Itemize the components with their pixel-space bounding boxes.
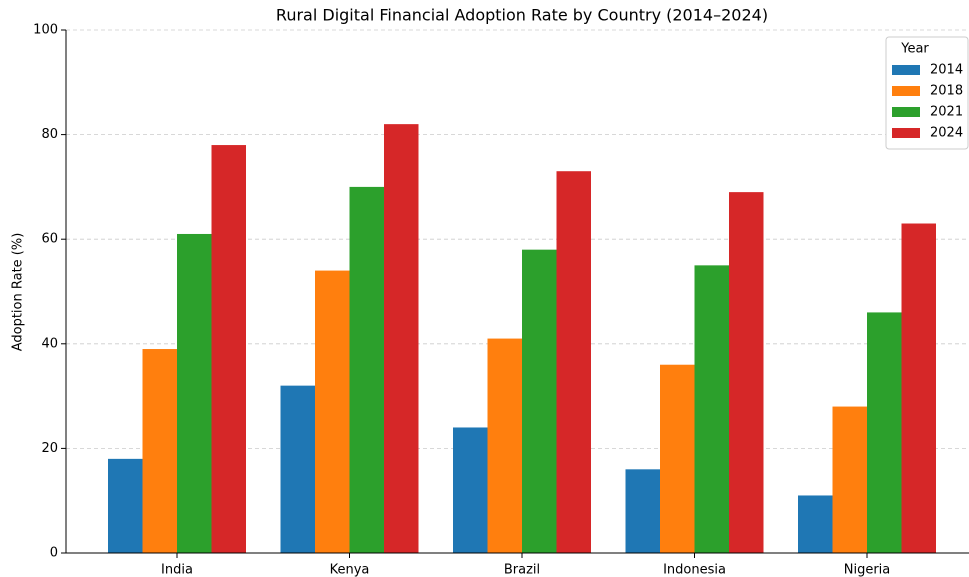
y-tick-label: 60 bbox=[41, 232, 58, 247]
bar bbox=[384, 124, 419, 553]
bar bbox=[901, 223, 936, 553]
bar bbox=[694, 265, 729, 553]
bar bbox=[487, 338, 522, 553]
y-tick-label: 0 bbox=[50, 546, 58, 561]
y-axis-label: Adoption Rate (%) bbox=[11, 233, 26, 352]
bar bbox=[798, 495, 833, 553]
bar bbox=[211, 145, 246, 553]
y-tick-label: 80 bbox=[41, 127, 58, 142]
legend-label: 2014 bbox=[930, 63, 963, 78]
bar bbox=[625, 469, 660, 553]
bar bbox=[108, 458, 143, 553]
bar bbox=[729, 192, 764, 553]
x-tick-label: Nigeria bbox=[844, 563, 891, 577]
bar bbox=[832, 406, 867, 553]
bar bbox=[556, 171, 591, 553]
chart-title: Rural Digital Financial Adoption Rate by… bbox=[276, 6, 768, 25]
bar bbox=[867, 312, 902, 553]
legend-label: 2021 bbox=[930, 105, 963, 120]
x-tick-label: Indonesia bbox=[663, 563, 726, 577]
bar bbox=[315, 270, 350, 553]
x-tick-label: Brazil bbox=[504, 563, 540, 577]
y-tick-label: 100 bbox=[33, 23, 58, 38]
bar bbox=[349, 186, 384, 553]
y-tick-label: 40 bbox=[41, 336, 58, 351]
legend-swatch bbox=[892, 107, 920, 117]
bar bbox=[142, 349, 177, 553]
bar bbox=[177, 233, 212, 553]
legend-label: 2018 bbox=[930, 84, 963, 99]
x-tick-label: Kenya bbox=[330, 563, 370, 577]
legend-swatch bbox=[892, 128, 920, 138]
legend-label: 2024 bbox=[930, 126, 963, 141]
legend-swatch bbox=[892, 86, 920, 96]
legend-title: Year bbox=[900, 42, 929, 57]
x-tick-label: India bbox=[161, 563, 193, 577]
y-tick-label: 20 bbox=[41, 441, 58, 456]
bar bbox=[522, 249, 557, 553]
legend-swatch bbox=[892, 65, 920, 75]
bar bbox=[280, 385, 315, 553]
bar bbox=[660, 364, 695, 553]
bar bbox=[453, 427, 488, 553]
